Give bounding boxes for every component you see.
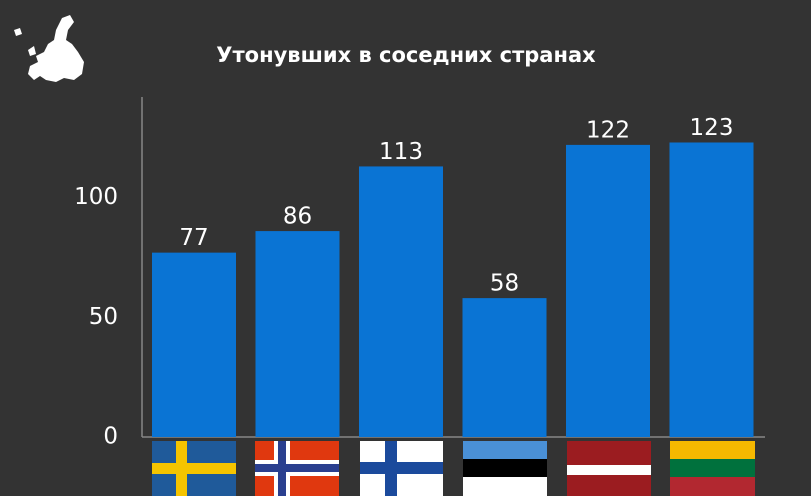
value-label: 58 [490,271,519,297]
flag-lithuania [670,441,755,496]
flag-finland [360,441,443,496]
value-label: 123 [690,115,734,141]
flag-latvia [567,441,651,496]
bar [152,252,236,437]
europe-icon [14,15,84,82]
flags [152,441,755,496]
flag-sweden [152,441,236,496]
bar [462,298,547,437]
y-tick-label: 100 [74,184,118,210]
bar [359,166,443,437]
bar [566,144,650,437]
y-tick-label: 50 [89,304,118,330]
y-tick-label: 0 [103,424,118,450]
value-label: 77 [179,225,208,251]
flag-norway [255,441,339,496]
flag-estonia [463,441,547,496]
value-label: 122 [586,117,630,143]
bar [669,142,754,437]
value-label: 86 [283,204,312,230]
chart-title: Утонувших в соседних странах [216,43,596,67]
value-label: 113 [379,139,423,165]
bar [255,231,340,437]
